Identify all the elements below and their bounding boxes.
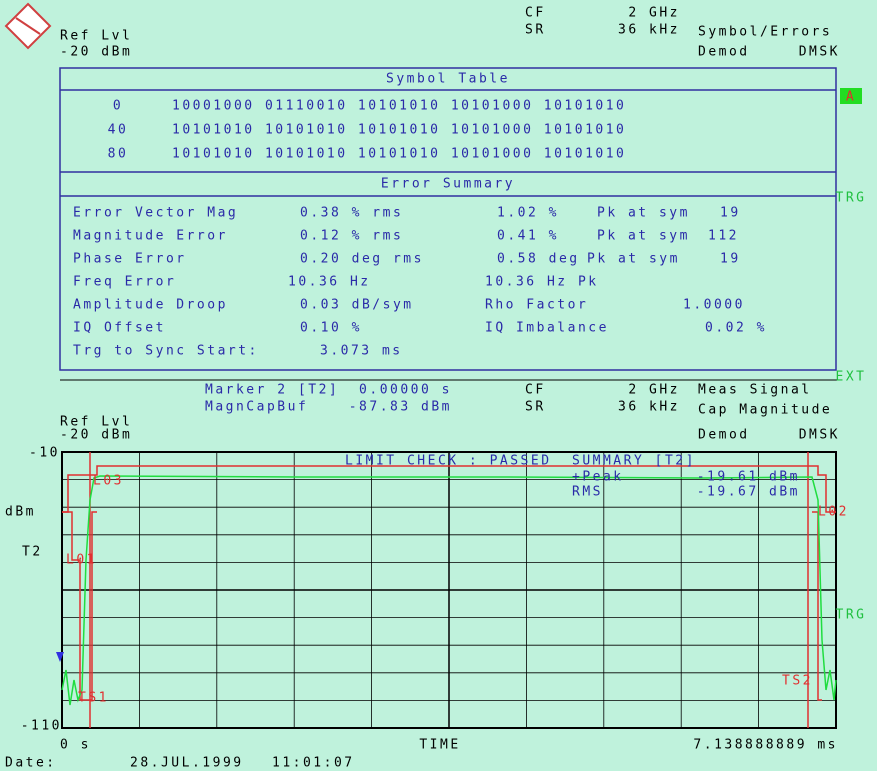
summary-cell: Freq Error [73,275,176,290]
label: -20 dBm [60,428,132,443]
label: RMS [572,485,603,500]
plot-grid [62,452,836,728]
row-index: 80 [108,147,129,162]
side-label: EXT [836,370,867,385]
label: 2 GHz [628,6,680,21]
label: DMSK [799,428,840,443]
label: 28.JUL.1999 [130,756,244,771]
status-box [840,88,862,104]
summary-cell: 0.38 % rms [300,206,403,221]
label: Cap Magnitude [698,403,832,418]
limit-line-upper [62,465,836,513]
label: -19.61 dBm [697,470,800,485]
label: 7.138888889 ms [693,738,838,753]
summary-cell: 0.10 % [300,321,362,336]
limit-line-lower [812,511,822,701]
label: Meas Signal [698,383,812,398]
limit-label: L03 [93,474,124,489]
plot-frame [61,451,837,729]
summary-cell: 0.20 deg rms [300,252,424,267]
time-label: TS2 [782,674,813,689]
summary-cell: 3.073 ms [320,344,403,359]
symbol-bits: 10101010 10101010 10101010 10101000 1010… [172,123,626,138]
label: Marker 2 [T2] [205,383,339,398]
table-title: Error Summary [381,177,515,192]
label: Date: [5,756,57,771]
row-index: 40 [108,123,129,138]
side-label: TRG [836,608,867,623]
label: SUMMARY [T2] [572,454,696,469]
summary-cell: Pk at sym [587,252,680,267]
summary-cell: 10.36 Hz Pk [485,275,599,290]
label: 0 s [60,738,91,753]
label: Demod [698,45,750,60]
summary-cell: Trg to Sync Start: [73,344,259,359]
label: T2 [22,545,43,560]
side-label: TRG [836,191,867,206]
summary-cell: 19 [720,206,741,221]
limit-line-lower [62,511,97,701]
label: 36 kHz [618,23,680,38]
label: CF [525,6,546,21]
label: SR [525,400,546,415]
side-label: A [846,90,856,105]
label: -87.83 dBm [349,400,452,415]
logo [4,2,52,50]
symbol-bits: 10001000 01110010 10101010 10101000 1010… [172,99,626,114]
label: -20 dBm [60,45,132,60]
label: -110 [21,719,62,734]
summary-cell: 0.58 deg [497,252,580,267]
limit-label: L02 [818,505,849,520]
label: TIME [419,738,460,753]
label: SR [525,23,546,38]
label: LIMIT CHECK : PASSED [345,454,552,469]
label: -19.67 dBm [697,485,800,500]
label: +Peak [572,470,624,485]
summary-cell: Magnitude Error [73,229,228,244]
label: -10 [29,446,60,461]
summary-cell: 0.02 % [705,321,767,336]
summary-cell: 0.12 % rms [300,229,403,244]
summary-cell: 0.03 dB/sym [300,298,414,313]
summary-cell: 1.0000 [683,298,745,313]
summary-cell: Phase Error [73,252,187,267]
label: 11:01:07 [272,756,355,771]
summary-cell: Amplitude Droop [73,298,228,313]
label: CF [525,383,546,398]
symbol-bits: 10101010 10101010 10101010 10101000 1010… [172,147,626,162]
label: MagnCapBuf [205,400,308,415]
summary-cell: 112 [708,229,739,244]
summary-cell: 10.36 Hz [288,275,371,290]
label: Demod [698,428,750,443]
label: Symbol/Errors [698,25,832,40]
label: 36 kHz [618,400,680,415]
summary-cell: Pk at sym [597,206,690,221]
label: Ref Lvl [60,415,132,430]
summary-cell: IQ Imbalance [485,321,609,336]
label: 0.00000 s [359,383,452,398]
label: Ref Lvl [60,29,132,44]
summary-cell: 0.41 % [497,229,559,244]
summary-cell: Pk at sym [597,229,690,244]
summary-cell: Error Vector Mag [73,206,238,221]
summary-cell: 1.02 % [497,206,559,221]
trace [61,475,837,706]
label: 2 GHz [628,383,680,398]
summary-cell: Rho Factor [485,298,588,313]
table-title: Symbol Table [386,72,510,87]
marker-symbol [56,652,64,662]
table-box [59,67,837,371]
summary-cell: IQ Offset [73,321,166,336]
label: dBm [5,505,36,520]
limit-label: L01 [66,553,97,568]
summary-cell: 19 [720,252,741,267]
time-label: TS1 [78,691,109,706]
row-index: 0 [113,99,123,114]
label: DMSK [799,45,840,60]
